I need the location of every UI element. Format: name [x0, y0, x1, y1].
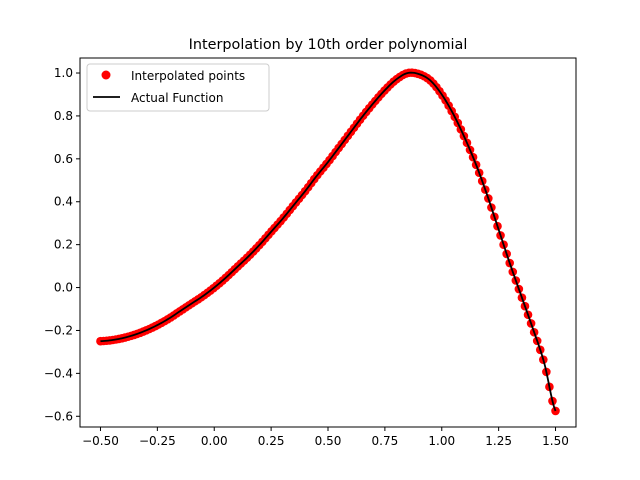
- x-tick-label: 1.25: [485, 434, 512, 448]
- actual-function-series: [100, 71, 557, 412]
- x-tick-label: 0.25: [258, 434, 285, 448]
- x-tick-label: −0.25: [139, 434, 176, 448]
- actual-function-line: [100, 71, 557, 412]
- legend: Interpolated points Actual Function: [86, 63, 270, 112]
- plot-background: [80, 58, 576, 427]
- interpolated-point: [551, 406, 560, 416]
- plot-area: [80, 58, 576, 427]
- x-tick-label: 1.00: [428, 434, 455, 448]
- y-tick-label: −0.2: [44, 323, 73, 337]
- y-tick-label: 1.0: [54, 66, 73, 80]
- x-axis: −0.50 −0.25 0.00 0.25 0.50 0.75 1.00 1.25 1.50: [82, 427, 569, 448]
- legend-box: [86, 63, 270, 112]
- y-tick-label: −0.6: [44, 409, 73, 423]
- x-tick-label: 0.75: [372, 434, 399, 448]
- y-tick-label: 0.0: [54, 281, 73, 295]
- y-tick-label: 0.2: [54, 238, 73, 252]
- x-tick-label: −0.50: [82, 434, 119, 448]
- y-tick-label: −0.4: [44, 366, 73, 380]
- y-tick-label: 0.8: [54, 109, 73, 123]
- y-tick-label: 0.6: [54, 152, 73, 166]
- x-tick-label: 0.00: [201, 434, 228, 448]
- x-tick-label: 0.50: [315, 434, 342, 448]
- x-tick-label: 1.50: [542, 434, 569, 448]
- y-axis: −0.6 −0.4 −0.2 0.0 0.2 0.4 0.6 0.8 1.0: [44, 66, 80, 423]
- legend-label-actual-function: Actual Function: [131, 91, 223, 105]
- legend-marker-interpolated-points: [101, 70, 111, 80]
- y-tick-label: 0.4: [54, 195, 73, 209]
- chart-title: Interpolation by 10th order polynomial: [189, 37, 468, 53]
- legend-label-interpolated-points: Interpolated points: [131, 69, 245, 83]
- plot-frame: [79, 57, 577, 428]
